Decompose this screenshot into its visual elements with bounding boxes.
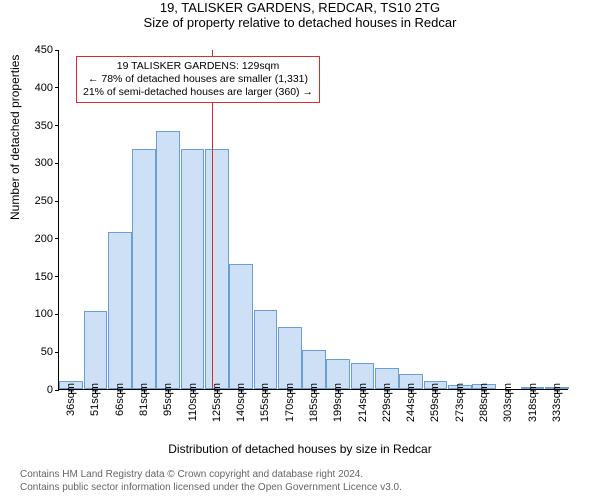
x-tick-label: 333sqm: [551, 383, 563, 422]
x-tick-label: 185sqm: [308, 383, 320, 422]
callout-line-1: 19 TALISKER GARDENS: 129sqm: [83, 60, 313, 73]
y-tick-label: 100: [27, 308, 53, 320]
x-tick-label: 214sqm: [357, 383, 369, 422]
y-tick: [55, 50, 59, 51]
y-tick-label: 50: [27, 346, 53, 358]
callout-line-3: 21% of semi-detached houses are larger (…: [83, 86, 313, 99]
y-tick: [55, 352, 59, 353]
footer-line-1: Contains HM Land Registry data © Crown c…: [20, 469, 402, 482]
x-tick-label: 288sqm: [478, 383, 490, 422]
x-tick-label: 303sqm: [502, 383, 514, 422]
x-tick-label: 81sqm: [138, 383, 150, 416]
y-axis-title: Number of detached properties: [8, 55, 22, 220]
x-tick-label: 140sqm: [235, 383, 247, 422]
histogram-bar: [229, 264, 253, 389]
x-tick-label: 155sqm: [259, 383, 271, 422]
x-tick-label: 259sqm: [429, 383, 441, 422]
y-tick-label: 200: [27, 233, 53, 245]
x-axis-title: Distribution of detached houses by size …: [0, 442, 600, 456]
y-tick: [55, 238, 59, 239]
histogram-bar: [84, 311, 108, 389]
histogram-bar: [108, 232, 132, 389]
histogram-bar: [181, 149, 205, 389]
x-tick-label: 110sqm: [187, 383, 199, 421]
histogram-bar: [132, 149, 156, 389]
y-tick-label: 450: [27, 44, 53, 56]
page-title: 19, TALISKER GARDENS, REDCAR, TS10 2TG: [0, 0, 600, 15]
x-tick-label: 170sqm: [284, 383, 296, 422]
x-tick-label: 229sqm: [381, 383, 393, 422]
histogram-bar: [254, 310, 278, 389]
x-tick-label: 36sqm: [65, 383, 77, 416]
y-tick: [55, 314, 59, 315]
x-tick-label: 244sqm: [405, 383, 417, 422]
y-tick: [55, 87, 59, 88]
footer-line-2: Contains public sector information licen…: [20, 482, 402, 495]
x-tick-label: 66sqm: [114, 383, 126, 416]
y-tick: [55, 125, 59, 126]
y-tick-label: 300: [27, 157, 53, 169]
marker-callout: 19 TALISKER GARDENS: 129sqm ← 78% of det…: [76, 56, 320, 103]
callout-line-2: ← 78% of detached houses are smaller (1,…: [83, 73, 313, 86]
y-tick-label: 350: [27, 120, 53, 132]
histogram-bar: [278, 327, 302, 389]
y-tick-label: 0: [27, 384, 53, 396]
y-tick: [55, 390, 59, 391]
y-tick-label: 400: [27, 82, 53, 94]
x-tick-label: 318sqm: [527, 383, 539, 422]
y-tick: [55, 276, 59, 277]
x-tick-label: 51sqm: [89, 383, 101, 416]
histogram-bar: [205, 149, 229, 389]
histogram-bar: [156, 131, 180, 389]
y-tick: [55, 201, 59, 202]
y-tick-label: 250: [27, 195, 53, 207]
page-subtitle: Size of property relative to detached ho…: [0, 15, 600, 30]
footer-attribution: Contains HM Land Registry data © Crown c…: [20, 469, 402, 494]
y-tick: [55, 163, 59, 164]
x-tick-label: 199sqm: [332, 383, 344, 422]
y-tick-label: 150: [27, 271, 53, 283]
x-tick-label: 95sqm: [162, 383, 174, 416]
x-tick-label: 273sqm: [454, 383, 466, 422]
